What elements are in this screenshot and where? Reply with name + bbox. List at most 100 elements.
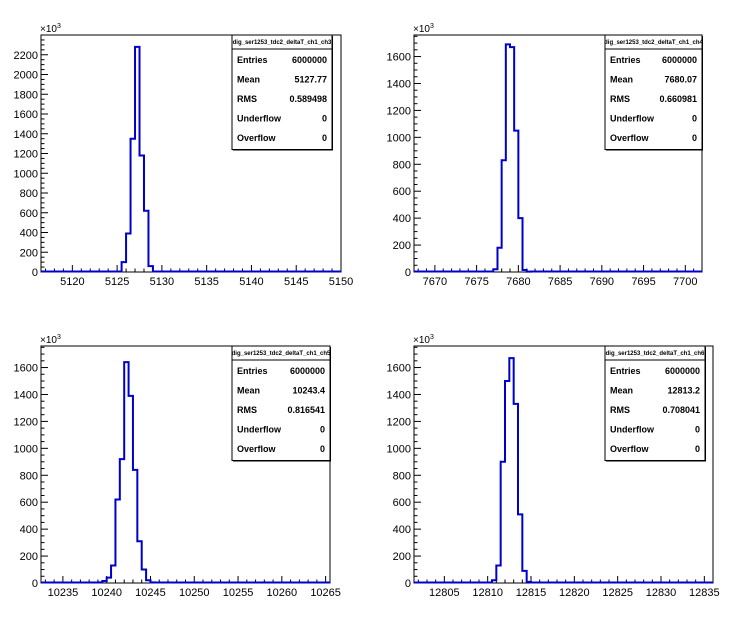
- stats-label: Entries: [237, 55, 268, 65]
- y-tick-label: 1000: [387, 132, 411, 144]
- x-tick-label: 7685: [548, 276, 572, 288]
- x-tick-label: 5130: [150, 276, 174, 288]
- y-tick-label: 1400: [387, 389, 411, 401]
- x-tick-label: 10235: [48, 587, 79, 599]
- stats-label: Mean: [237, 75, 260, 85]
- stats-label: Overflow: [237, 133, 277, 143]
- stats-label: Overflow: [237, 444, 277, 454]
- y-tick-label: 1600: [387, 52, 411, 64]
- stats-value: 0: [322, 133, 327, 143]
- x-tick-label: 5150: [329, 276, 353, 288]
- histogram-outline: [414, 43, 702, 273]
- histogram-outline: [414, 357, 713, 584]
- x-tick-label: 5120: [60, 276, 84, 288]
- x-tick-label: 5135: [194, 276, 218, 288]
- stats-value: 0: [320, 425, 325, 435]
- stats-value: 6000000: [290, 366, 325, 376]
- y-tick-label: 0: [405, 267, 411, 279]
- y-tick-label: 1200: [387, 105, 411, 117]
- y-tick-label: 200: [20, 551, 38, 563]
- stats-value: 0.816541: [287, 405, 325, 415]
- y-tick-label: 1400: [14, 389, 38, 401]
- stats-label: Overflow: [610, 133, 650, 143]
- x-tick-label: 7675: [464, 276, 488, 288]
- x-tick-label: 10245: [135, 587, 166, 599]
- y-tick-label: 1000: [14, 168, 38, 180]
- stats-value: 0: [320, 444, 325, 454]
- y-tick-label: 800: [20, 470, 38, 482]
- stats-label: Underflow: [237, 425, 282, 435]
- stats-value: 12813.2: [667, 386, 700, 396]
- y-exponent-label: ×103: [40, 23, 61, 35]
- x-tick-label: 5145: [284, 276, 308, 288]
- stats-label: RMS: [610, 94, 630, 104]
- y-tick-label: 600: [20, 208, 38, 220]
- stats-title: dig_ser1253_tdc2_deltaT_ch1_ch3: [233, 40, 332, 46]
- stats-label: Overflow: [610, 444, 650, 454]
- stats-label: Mean: [610, 386, 633, 396]
- stats-box-frame: [231, 34, 333, 150]
- stats-box: dig_ser1253_tdc2_deltaT_ch1_ch6 Entries 60…: [604, 345, 706, 462]
- stats-value: 0: [692, 114, 697, 124]
- x-tick-label: 12820: [559, 587, 590, 599]
- y-tick-label: 200: [20, 247, 38, 259]
- y-tick-label: 200: [393, 240, 411, 252]
- y-exponent-power: 3: [430, 23, 434, 30]
- histogram-outline: [41, 45, 341, 273]
- stats-value: 0: [695, 425, 700, 435]
- y-tick-label: 0: [32, 267, 38, 279]
- x-tick-label: 12805: [429, 587, 460, 599]
- y-tick-label: 0: [32, 578, 38, 590]
- y-exponent-power: 3: [430, 334, 434, 341]
- stats-label: Underflow: [237, 114, 282, 124]
- y-tick-label: 600: [393, 186, 411, 198]
- stats-label: RMS: [237, 405, 257, 415]
- stats-label: Entries: [610, 55, 641, 65]
- y-tick-label: 1000: [387, 443, 411, 455]
- y-tick-label: 2200: [14, 50, 38, 62]
- stats-label: Underflow: [610, 425, 655, 435]
- y-tick-label: 200: [393, 551, 411, 563]
- y-tick-label: 1200: [14, 149, 38, 161]
- stats-label: Entries: [610, 366, 641, 376]
- stats-value: 6000000: [665, 366, 700, 376]
- y-exponent-base: ×10: [40, 24, 57, 35]
- y-tick-label: 600: [20, 497, 38, 509]
- y-tick-label: 2000: [14, 70, 38, 82]
- stats-label: Entries: [237, 366, 268, 376]
- y-tick-label: 1600: [387, 363, 411, 375]
- stats-value: 6000000: [662, 55, 697, 65]
- histogram-panel-4: 12805 12810 12815 12820 12825 12830 12835 0 200 4…: [387, 334, 720, 599]
- y-tick-label: 1200: [387, 416, 411, 428]
- y-exponent-power: 3: [57, 23, 61, 30]
- x-tick-label: 10240: [91, 587, 122, 599]
- y-tick-label: 600: [393, 497, 411, 509]
- y-tick-label: 400: [393, 213, 411, 225]
- histogram-panel-2: 7670 7675 7680 7685 7690 7695 7700 0 200 400 600 80…: [387, 23, 704, 288]
- stats-label: Mean: [610, 75, 633, 85]
- stats-value: 0.708041: [662, 405, 700, 415]
- x-tick-label: 7670: [423, 276, 447, 288]
- y-exponent-label: ×103: [413, 23, 434, 35]
- y-tick-label: 1600: [14, 363, 38, 375]
- stats-value: 0: [695, 444, 700, 454]
- y-tick-label: 1200: [14, 416, 38, 428]
- stats-value: 5127.77: [294, 75, 327, 85]
- y-tick-label: 1800: [14, 89, 38, 101]
- y-tick-label: 400: [20, 228, 38, 240]
- stats-value: 0: [322, 114, 327, 124]
- x-tick-label: 10265: [310, 587, 341, 599]
- y-tick-label: 1400: [387, 78, 411, 90]
- y-tick-label: 400: [20, 524, 38, 536]
- stats-label: RMS: [610, 405, 630, 415]
- x-tick-label: 7695: [631, 276, 655, 288]
- x-tick-label: 12810: [472, 587, 503, 599]
- x-tick-label: 5140: [239, 276, 263, 288]
- stats-value: 7680.07: [664, 75, 697, 85]
- y-tick-label: 1000: [14, 443, 38, 455]
- x-tick-label: 7700: [673, 276, 697, 288]
- stats-label: RMS: [237, 94, 257, 104]
- x-tick-label: 12830: [646, 587, 677, 599]
- y-exponent-power: 3: [57, 334, 61, 341]
